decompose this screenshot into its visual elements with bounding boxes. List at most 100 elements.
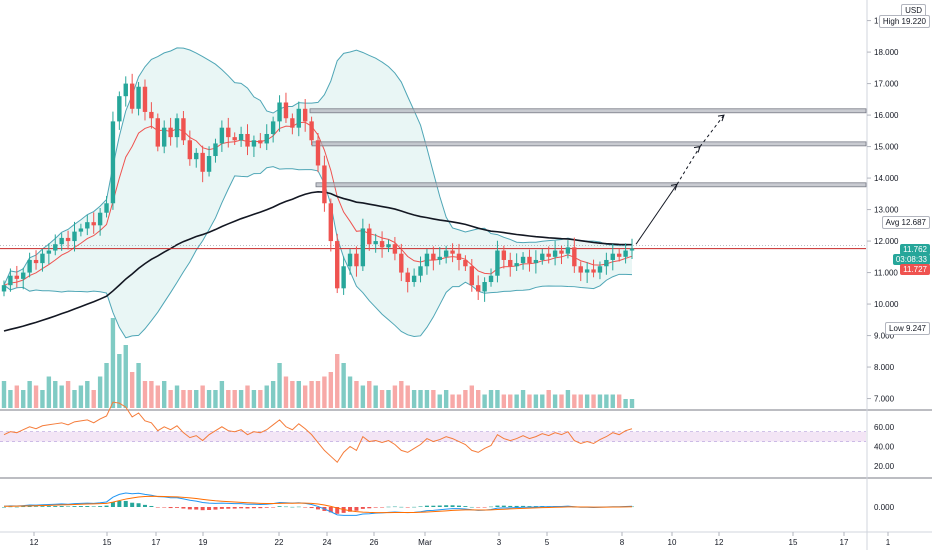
volume-bar — [65, 381, 71, 408]
macd-histogram-bar — [78, 506, 83, 507]
candle-body — [552, 250, 558, 257]
candle-body — [277, 102, 282, 122]
macd-histogram-bar — [354, 507, 359, 511]
volume-bar — [155, 385, 160, 408]
price-tick-label: 17.000 — [874, 80, 899, 89]
candle-body — [405, 272, 410, 283]
rsi-band — [0, 431, 866, 442]
time-tick-label: 15 — [789, 538, 798, 547]
time-tick-label: 12 — [30, 538, 39, 547]
macd-histogram-bar — [418, 506, 423, 507]
macd-histogram-bar — [130, 502, 135, 507]
time-tick-label: 19 — [199, 538, 208, 547]
candle-body — [469, 266, 474, 286]
macd-histogram-bar — [245, 507, 250, 509]
price-tick-label: 13.000 — [874, 206, 899, 215]
macd-histogram-bar — [277, 506, 282, 507]
volume-bar — [610, 394, 615, 408]
macd-histogram-bar — [367, 507, 372, 509]
macd-histogram-bar — [296, 506, 301, 508]
low-tag-label: Low — [889, 324, 904, 333]
bollinger-upper-line — [3, 47, 633, 286]
candle-body — [354, 253, 359, 267]
candle-body — [206, 156, 212, 172]
macd-histogram-bar — [91, 506, 96, 507]
candle-body — [264, 133, 269, 144]
candle-body — [565, 247, 571, 254]
macd-histogram-bar — [98, 506, 103, 507]
volume-bar — [194, 390, 199, 408]
macd-histogram-bar — [303, 507, 308, 508]
candle-body — [187, 140, 193, 160]
macd-histogram-bar — [456, 505, 461, 507]
volume-bar — [238, 390, 244, 408]
macd-histogram-bar — [53, 506, 58, 507]
volume-bar — [443, 390, 449, 408]
macd-histogram-bar — [290, 506, 295, 508]
candle-body — [14, 275, 20, 279]
macd-histogram-bar — [514, 505, 519, 507]
candle-body — [251, 140, 257, 147]
candle-body — [367, 228, 372, 245]
price-tick-label: 11.000 — [874, 269, 898, 278]
candle-body — [604, 259, 609, 267]
macd-histogram-bar — [424, 505, 429, 507]
candle-body — [200, 152, 205, 172]
macd-histogram-bar — [2, 507, 6, 508]
price-tick-label: 7.000 — [874, 395, 895, 404]
volume-bar — [360, 385, 366, 408]
volume-bar — [450, 394, 455, 408]
volume-bar — [328, 372, 334, 408]
volume-bar — [456, 394, 462, 408]
volume-bar — [283, 376, 289, 408]
volume-bar — [552, 394, 558, 408]
candle-body — [623, 250, 628, 257]
macd-histogram-bar — [527, 506, 532, 507]
macd-histogram-bar — [194, 507, 199, 510]
macd-histogram-bar — [162, 507, 167, 508]
candle-body — [431, 253, 436, 260]
volume-bar — [405, 385, 410, 408]
high-tag-label: High — [882, 17, 900, 26]
macd-histogram-bar — [85, 506, 90, 507]
volume-bar — [315, 381, 321, 408]
macd-histogram-bar — [187, 507, 192, 510]
candle-body — [59, 237, 64, 245]
candle-body — [335, 241, 340, 289]
resistance-zone — [309, 108, 867, 114]
candle-body — [520, 256, 526, 264]
macd-histogram-bar — [136, 503, 141, 507]
volume-bar — [508, 394, 513, 408]
candle-body — [616, 253, 622, 257]
candle-body — [476, 285, 481, 292]
candle-body — [53, 244, 58, 251]
candle-body — [181, 118, 186, 141]
volume-bar — [296, 381, 301, 408]
avg-price-tag: Avg 12.687 — [881, 216, 930, 229]
volume-bar — [27, 381, 32, 408]
candle-body — [450, 250, 455, 254]
candle-body — [546, 253, 551, 257]
price-tick-label: 16.000 — [874, 111, 899, 120]
macd-histogram-bar — [508, 505, 513, 507]
last-tag-value: 11.762 — [903, 245, 927, 254]
volume-bar — [33, 385, 39, 408]
macd-histogram-bar — [117, 500, 122, 507]
candle-body — [584, 269, 590, 273]
projection-arrow-head — [670, 183, 678, 191]
macd-histogram-bar — [450, 505, 455, 507]
volume-bar — [251, 390, 257, 408]
avg-tag-label: Avg — [885, 218, 900, 227]
volume-bar — [411, 390, 417, 408]
rsi-tick-label: 20.00 — [874, 462, 895, 471]
volume-bar — [584, 394, 590, 408]
macd-histogram-bar — [482, 507, 487, 508]
candle-body — [533, 259, 539, 264]
candle-body — [104, 203, 109, 213]
candle-body — [629, 248, 635, 251]
candle-body — [117, 96, 122, 122]
prev-price-tag: 11.727 — [900, 264, 930, 275]
bar-timer-value: 03:08:33 — [895, 255, 927, 264]
